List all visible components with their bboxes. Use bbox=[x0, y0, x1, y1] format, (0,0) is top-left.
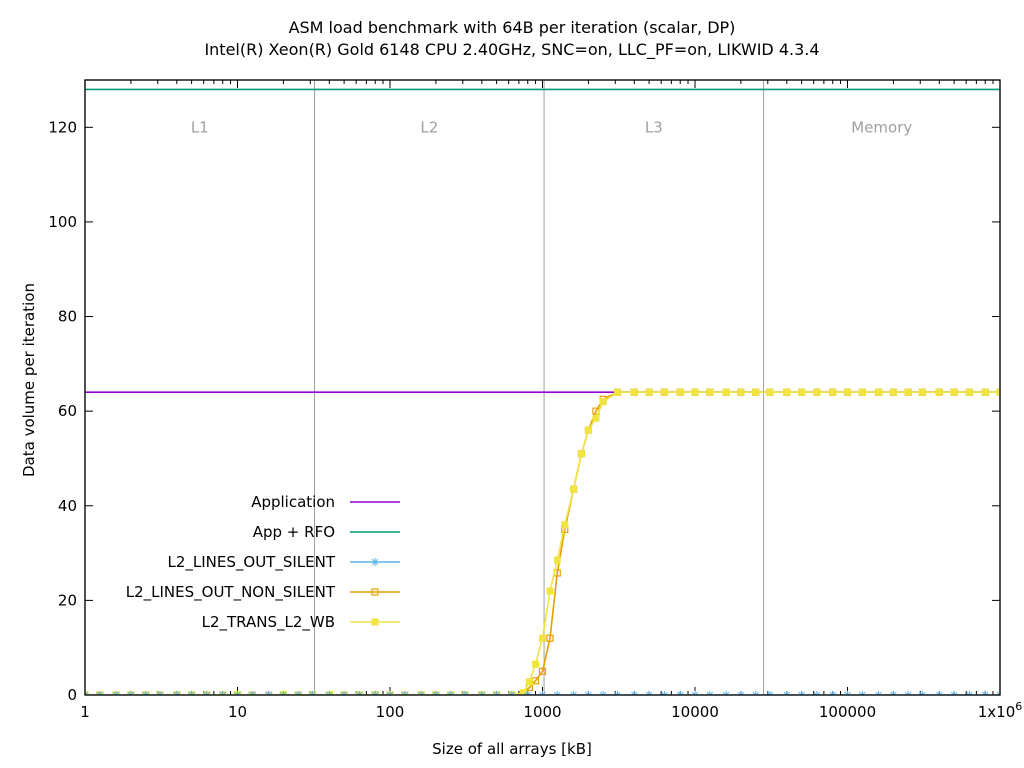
svg-text:1x106: 1x106 bbox=[978, 700, 1023, 721]
svg-text:L1: L1 bbox=[191, 118, 209, 136]
svg-text:L2: L2 bbox=[420, 118, 438, 136]
svg-text:Memory: Memory bbox=[851, 118, 912, 136]
svg-text:10000: 10000 bbox=[671, 703, 719, 721]
svg-text:Application: Application bbox=[251, 493, 335, 511]
svg-text:App + RFO: App + RFO bbox=[253, 523, 335, 541]
svg-text:L3: L3 bbox=[645, 118, 663, 136]
plot-svg: 0204060801001201101001000100001000001x10… bbox=[0, 0, 1024, 768]
svg-text:0: 0 bbox=[67, 686, 77, 704]
svg-text:L2_LINES_OUT_NON_SILENT: L2_LINES_OUT_NON_SILENT bbox=[126, 583, 336, 602]
svg-text:40: 40 bbox=[58, 497, 77, 515]
chart-container: ASM load benchmark with 64B per iteratio… bbox=[0, 0, 1024, 768]
svg-text:60: 60 bbox=[58, 402, 77, 420]
svg-text:120: 120 bbox=[48, 118, 77, 136]
svg-text:L2_LINES_OUT_SILENT: L2_LINES_OUT_SILENT bbox=[167, 553, 335, 572]
svg-text:80: 80 bbox=[58, 308, 77, 326]
svg-text:100: 100 bbox=[376, 703, 405, 721]
svg-text:1: 1 bbox=[80, 703, 90, 721]
svg-text:100: 100 bbox=[48, 213, 77, 231]
svg-text:10: 10 bbox=[228, 703, 247, 721]
svg-text:1000: 1000 bbox=[523, 703, 561, 721]
svg-text:100000: 100000 bbox=[819, 703, 876, 721]
svg-text:L2_TRANS_L2_WB: L2_TRANS_L2_WB bbox=[202, 613, 335, 632]
svg-text:20: 20 bbox=[58, 591, 77, 609]
